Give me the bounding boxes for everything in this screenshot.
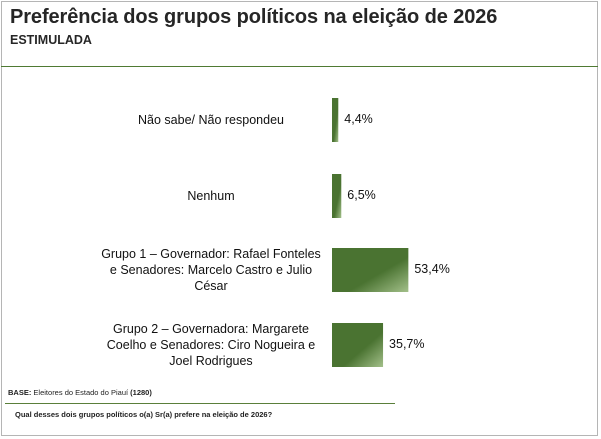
category-label-1: Não sabe/ Não respondeu [98,112,324,128]
base-note: BASE: Eleitores do Estado do Piauí (1280… [8,388,152,397]
category-label-line: e Senadores: Marcelo Castro e Julio [109,263,313,277]
bar-3 [332,248,409,292]
base-count: (1280) [130,388,152,397]
category-label-line: César [194,279,228,293]
category-label-line: Nenhum [187,189,235,203]
category-label-line: Grupo 2 – Governadora: Margarete [113,322,309,336]
category-label-2: Nenhum [98,188,324,204]
base-text: Eleitores do Estado do Piauí [31,388,131,397]
category-label-4: Grupo 2 – Governadora: Margarete Coelho e… [98,321,324,369]
category-label-3: Grupo 1 – Governador: Rafael Fonteles e S… [98,246,324,294]
value-label-4: 35,7% [389,337,425,351]
category-label-line: Joel Rodrigues [169,354,253,368]
chart-bars [331,82,409,382]
base-label: BASE: [8,388,32,397]
page-title: Preferência dos grupos políticos na elei… [10,6,498,28]
category-label-line: Coelho e Senadores: Ciro Nogueira e [106,338,316,352]
value-label-1: 4,4% [344,112,373,126]
footer-divider [5,403,395,404]
header-divider [1,66,598,67]
survey-question: Qual desses dois grupos políticos o(a) S… [15,410,273,419]
bar-2 [332,174,342,218]
category-label-line: Grupo 1 – Governador: Rafael Fonteles [101,247,321,261]
bar-4 [332,323,384,367]
page-subtitle: ESTIMULADA [10,33,92,47]
value-label-2: 6,5% [347,188,376,202]
bar-1 [332,98,339,142]
value-label-3: 53,4% [414,262,450,276]
category-label-line: Não sabe/ Não respondeu [138,113,284,127]
